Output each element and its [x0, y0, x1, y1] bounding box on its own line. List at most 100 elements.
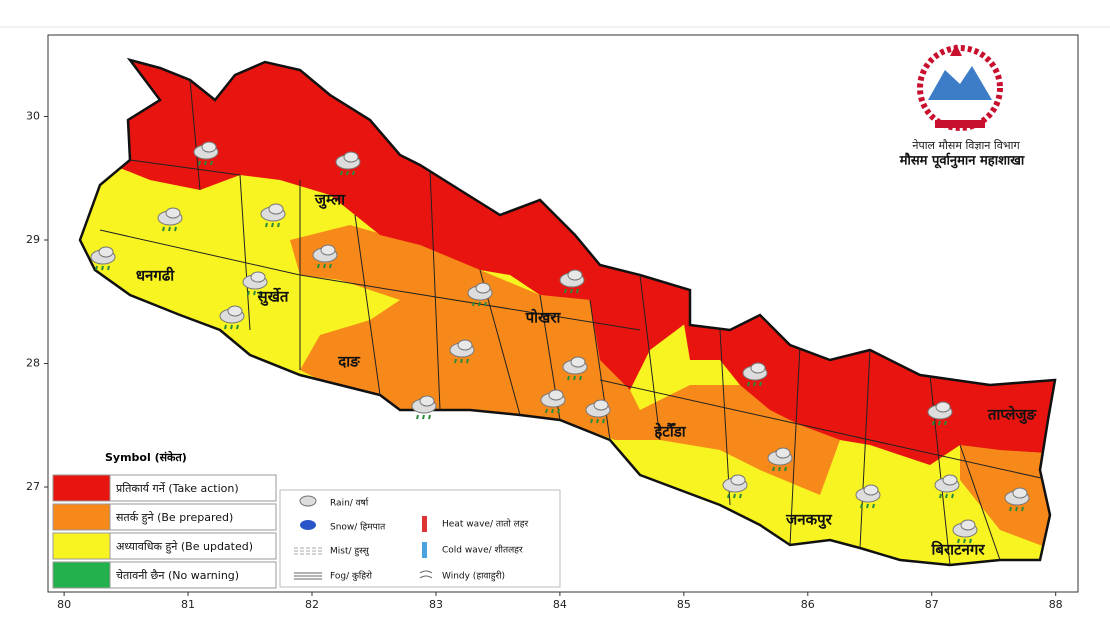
symbol-label: Heat wave/ तातो लहर	[442, 518, 529, 530]
rain-icon	[1004, 487, 1030, 512]
drop	[277, 222, 280, 228]
x-tick-label: 86	[801, 598, 815, 611]
x-tick-label: 83	[429, 598, 443, 611]
x-tick-label: 85	[677, 598, 691, 611]
place-label: हेटौँडा	[653, 423, 686, 441]
place-label: पोखरा	[525, 309, 562, 327]
drop	[323, 263, 326, 269]
place-label: दाङ	[337, 353, 361, 371]
drop	[564, 288, 567, 294]
legend-swatch	[52, 561, 111, 589]
cloud-top	[98, 246, 114, 258]
symbol-entry: Cold wave/ शीतलहर	[422, 542, 523, 558]
rain-icon	[585, 399, 611, 424]
rain-icon	[722, 474, 748, 499]
drop	[454, 358, 457, 364]
drop	[557, 408, 560, 414]
legend-title: Symbol (संकेत)	[105, 450, 187, 464]
rain-icon	[242, 271, 268, 296]
drop	[545, 408, 548, 414]
legend-swatch	[52, 532, 111, 560]
cloud-top	[1012, 487, 1028, 499]
place-label: बिराटनगर	[931, 541, 986, 559]
drop	[174, 226, 177, 232]
rain-icon	[952, 519, 978, 544]
legend-cell	[109, 503, 277, 531]
drop	[957, 538, 960, 544]
drop	[778, 466, 781, 472]
symbol-icon	[422, 516, 427, 532]
drop	[1021, 506, 1024, 512]
drop	[969, 538, 972, 544]
rain-icon	[927, 401, 953, 426]
symbol-entry: Mist/ हुस्सु	[294, 547, 370, 557]
drop	[236, 324, 239, 330]
drop	[579, 375, 582, 381]
rain-icon	[312, 244, 338, 269]
rain-icon	[559, 269, 585, 294]
place-label: धनगढी	[136, 267, 175, 285]
logo-banner	[935, 120, 985, 128]
district-borders	[99, 79, 1051, 565]
cloud-top	[567, 269, 583, 281]
symbol-entry: Fog/ कुहिरो	[294, 570, 373, 582]
drop	[340, 170, 343, 176]
rain-icon	[540, 389, 566, 414]
drop	[346, 170, 349, 176]
symbol-icon	[422, 542, 427, 558]
drop	[860, 503, 863, 509]
rain-icon	[219, 305, 245, 330]
legend-cell	[109, 474, 277, 502]
y-tick-label: 29	[26, 233, 40, 246]
legend-label: सतर्क हुने (Be prepared)	[116, 511, 233, 525]
drop	[317, 263, 320, 269]
drop	[772, 466, 775, 472]
drop	[596, 418, 599, 424]
drop	[939, 493, 942, 499]
rain-icon	[335, 151, 361, 176]
drop	[727, 493, 730, 499]
place-label: सुर्खेत	[257, 288, 290, 307]
drop	[573, 375, 576, 381]
division-name: मौसम पूर्वानुमान महाशाखा	[899, 153, 1025, 169]
y-tick-label: 28	[26, 357, 40, 370]
symbol-label: Fog/ कुहिरो	[330, 570, 373, 582]
x-tick-label: 84	[553, 598, 567, 611]
x-tick-label: 81	[181, 598, 195, 611]
cloud-top	[250, 271, 266, 283]
drop	[784, 466, 787, 472]
cloud-top	[593, 399, 609, 411]
symbol-box	[279, 489, 561, 588]
drop	[484, 301, 487, 307]
logo: नेपाल मौसम विज्ञान विभाग मौसम पूर्वानुमा…	[899, 44, 1025, 169]
drop	[428, 414, 431, 420]
department-name: नेपाल मौसम विज्ञान विभाग	[912, 139, 1020, 152]
symbol-entry: Snow/ हिमपात	[300, 520, 386, 533]
symbol-label: Snow/ हिमपात	[330, 521, 386, 533]
cloud-top	[320, 244, 336, 256]
drop	[866, 503, 869, 509]
cloud-top	[942, 474, 958, 486]
cloud-top	[935, 401, 951, 413]
drop	[590, 418, 593, 424]
cloud-top	[227, 305, 243, 317]
drop	[747, 381, 750, 387]
drop	[472, 301, 475, 307]
drop	[938, 420, 941, 426]
legend-cell	[109, 532, 277, 560]
drop	[95, 265, 98, 271]
x-tick-label: 82	[305, 598, 319, 611]
drop	[1009, 506, 1012, 512]
drop	[551, 408, 554, 414]
drop	[872, 503, 875, 509]
drop	[352, 170, 355, 176]
drop	[101, 265, 104, 271]
legend-label: चेतावनी छैन (No warning)	[116, 569, 239, 582]
legend-cell	[109, 561, 277, 589]
cloud-top	[730, 474, 746, 486]
drop	[198, 160, 201, 166]
rain-icon	[742, 362, 768, 387]
place-label: ताप्लेजुङ	[987, 406, 1038, 425]
symbol-icon	[300, 520, 316, 530]
